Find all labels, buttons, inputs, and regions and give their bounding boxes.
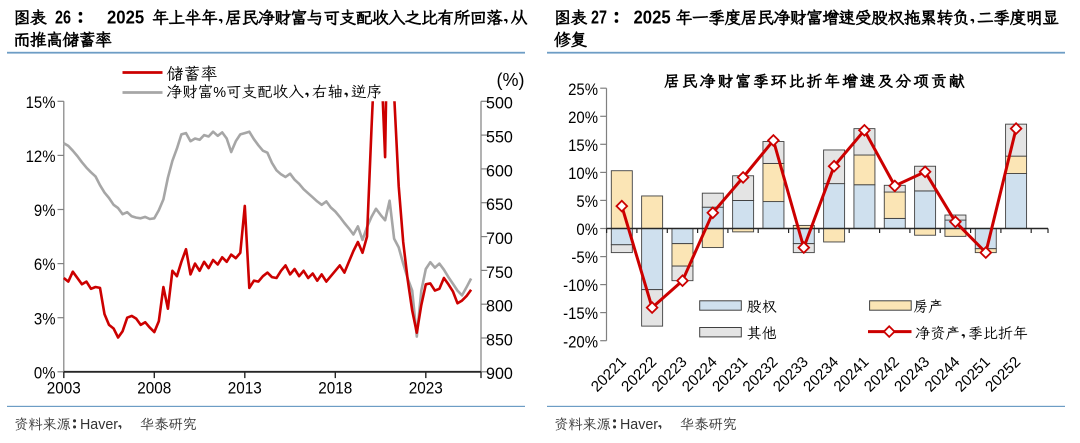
svg-text:550: 550 — [486, 128, 513, 147]
svg-text:2003: 2003 — [47, 379, 81, 398]
svg-text:3%: 3% — [34, 309, 56, 328]
svg-text:5%: 5% — [576, 192, 598, 211]
svg-text:6%: 6% — [34, 255, 56, 274]
svg-text:-15%: -15% — [563, 304, 598, 323]
svg-text:-5%: -5% — [571, 248, 598, 267]
svg-text:-20%: -20% — [563, 332, 598, 351]
svg-text:600: 600 — [486, 161, 513, 180]
svg-text:Haver: Haver — [620, 416, 658, 433]
svg-text:15%: 15% — [26, 93, 56, 112]
svg-text:750: 750 — [486, 263, 513, 282]
svg-text:20%: 20% — [568, 108, 598, 127]
svg-text:10%: 10% — [568, 164, 598, 183]
svg-text:2023: 2023 — [409, 379, 443, 398]
svg-text:25%: 25% — [568, 80, 598, 99]
svg-text:2025: 2025 — [634, 8, 671, 28]
svg-text:15%: 15% — [568, 136, 598, 155]
svg-text:9%: 9% — [34, 201, 56, 220]
svg-text:650: 650 — [486, 195, 513, 214]
svg-text:2025: 2025 — [107, 8, 144, 28]
svg-text:2008: 2008 — [137, 379, 171, 398]
svg-text:26: 26 — [55, 8, 71, 28]
svg-text:900: 900 — [486, 364, 513, 383]
svg-text:850: 850 — [486, 330, 513, 349]
svg-text:2013: 2013 — [228, 379, 262, 398]
svg-text:(%): (%) — [497, 70, 525, 90]
svg-text:Haver: Haver — [80, 416, 118, 433]
svg-text:12%: 12% — [26, 147, 56, 166]
svg-text:0%: 0% — [34, 363, 56, 382]
svg-text:%: % — [213, 85, 226, 101]
svg-text:27: 27 — [591, 8, 607, 28]
svg-text:-10%: -10% — [563, 276, 598, 295]
svg-text:500: 500 — [486, 94, 513, 113]
svg-text:2018: 2018 — [318, 379, 352, 398]
svg-text:700: 700 — [486, 229, 513, 248]
svg-text:800: 800 — [486, 297, 513, 316]
svg-text:0%: 0% — [576, 220, 598, 239]
